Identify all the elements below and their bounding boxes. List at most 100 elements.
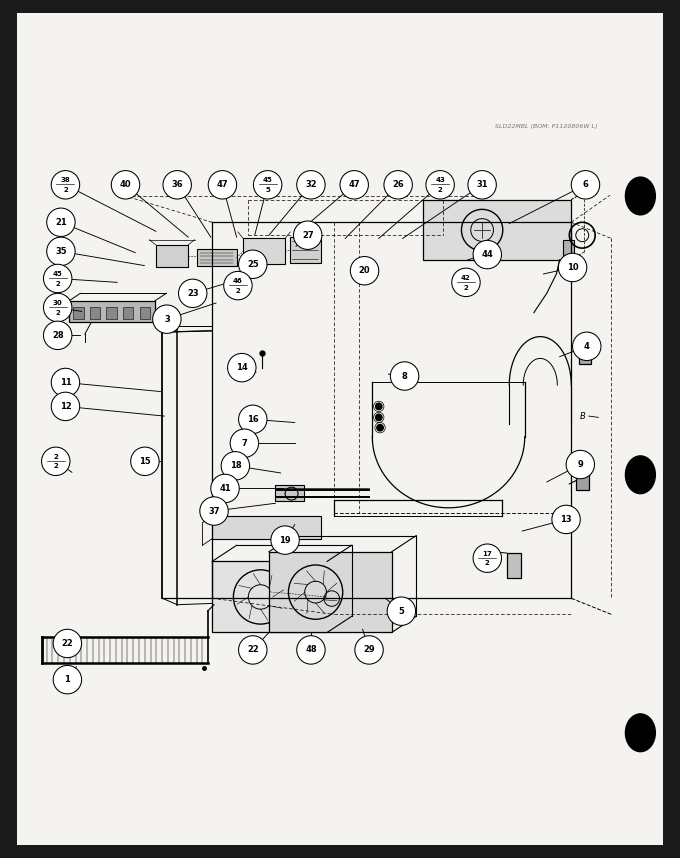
Circle shape [221, 451, 250, 480]
Circle shape [375, 414, 382, 420]
Circle shape [271, 526, 299, 554]
Circle shape [296, 636, 325, 664]
Text: 11: 11 [60, 378, 71, 387]
Circle shape [254, 171, 282, 199]
Text: 2: 2 [55, 281, 60, 287]
Text: 2: 2 [63, 187, 68, 193]
Circle shape [178, 279, 207, 307]
Text: 4: 4 [584, 341, 590, 351]
Text: 28: 28 [52, 331, 63, 340]
Circle shape [51, 368, 80, 396]
FancyBboxPatch shape [156, 245, 188, 268]
Circle shape [200, 497, 228, 525]
FancyBboxPatch shape [69, 301, 154, 323]
Text: 48: 48 [305, 645, 317, 655]
Circle shape [239, 405, 267, 433]
Text: B: B [579, 412, 585, 420]
Text: 3: 3 [164, 315, 170, 323]
Circle shape [468, 171, 496, 199]
Circle shape [350, 257, 379, 285]
Text: 7: 7 [241, 438, 248, 448]
Text: 2: 2 [438, 187, 443, 193]
FancyBboxPatch shape [579, 348, 591, 365]
Circle shape [473, 544, 502, 572]
Text: 1: 1 [65, 675, 70, 684]
Text: 38: 38 [61, 178, 70, 184]
Text: 44: 44 [481, 250, 493, 259]
Circle shape [51, 171, 80, 199]
Text: 16: 16 [247, 414, 258, 424]
Circle shape [355, 636, 384, 664]
Text: 21: 21 [55, 218, 67, 227]
Text: 41: 41 [219, 484, 231, 493]
FancyBboxPatch shape [197, 250, 237, 266]
Circle shape [230, 429, 258, 457]
Text: 45: 45 [53, 271, 63, 277]
FancyBboxPatch shape [123, 307, 133, 318]
Text: 31: 31 [476, 180, 488, 190]
Text: 40: 40 [120, 180, 131, 190]
FancyBboxPatch shape [290, 237, 321, 263]
Circle shape [44, 264, 72, 293]
Circle shape [239, 250, 267, 279]
Text: 29: 29 [363, 645, 375, 655]
Text: 5: 5 [265, 187, 270, 193]
Text: 23: 23 [187, 289, 199, 298]
Circle shape [53, 666, 82, 694]
Circle shape [566, 450, 594, 479]
Text: 10: 10 [566, 263, 579, 272]
Circle shape [558, 253, 587, 281]
Text: 36: 36 [171, 180, 183, 190]
Circle shape [112, 171, 140, 199]
Circle shape [340, 171, 369, 199]
Text: 8: 8 [402, 372, 407, 381]
Circle shape [239, 636, 267, 664]
Circle shape [452, 269, 480, 297]
Circle shape [228, 353, 256, 382]
Circle shape [426, 171, 454, 199]
Text: 27: 27 [302, 231, 313, 239]
Circle shape [384, 171, 412, 199]
Circle shape [473, 240, 502, 269]
Circle shape [163, 171, 192, 199]
Text: 22: 22 [247, 645, 258, 655]
Text: 2: 2 [235, 287, 240, 293]
Circle shape [224, 271, 252, 299]
Circle shape [47, 237, 75, 266]
FancyBboxPatch shape [140, 307, 150, 318]
Text: 46: 46 [233, 278, 243, 284]
Circle shape [44, 321, 72, 349]
Circle shape [390, 362, 419, 390]
FancyBboxPatch shape [107, 307, 117, 318]
Text: 45: 45 [262, 178, 273, 184]
FancyBboxPatch shape [212, 517, 321, 539]
Circle shape [296, 171, 325, 199]
Text: 14: 14 [236, 363, 248, 372]
Circle shape [377, 425, 384, 431]
Text: 47: 47 [348, 180, 360, 190]
FancyBboxPatch shape [243, 239, 285, 264]
Circle shape [387, 597, 415, 625]
FancyBboxPatch shape [576, 471, 589, 491]
FancyBboxPatch shape [275, 486, 305, 501]
Text: 2: 2 [55, 310, 60, 316]
Text: 2: 2 [54, 454, 58, 460]
Circle shape [131, 447, 159, 475]
FancyBboxPatch shape [90, 307, 100, 318]
Circle shape [41, 447, 70, 475]
Text: 30: 30 [53, 300, 63, 306]
Text: 32: 32 [305, 180, 317, 190]
Text: 12: 12 [60, 402, 71, 411]
Text: 2: 2 [464, 285, 469, 291]
Text: 18: 18 [230, 462, 241, 470]
Text: 19: 19 [279, 535, 291, 545]
Text: 2: 2 [54, 463, 58, 469]
Circle shape [375, 403, 382, 409]
Circle shape [571, 171, 600, 199]
Text: 47: 47 [217, 180, 228, 190]
Text: 43: 43 [435, 178, 445, 184]
FancyBboxPatch shape [423, 200, 571, 260]
Circle shape [47, 208, 75, 237]
Text: 42: 42 [461, 275, 471, 281]
Text: 25: 25 [247, 260, 258, 269]
